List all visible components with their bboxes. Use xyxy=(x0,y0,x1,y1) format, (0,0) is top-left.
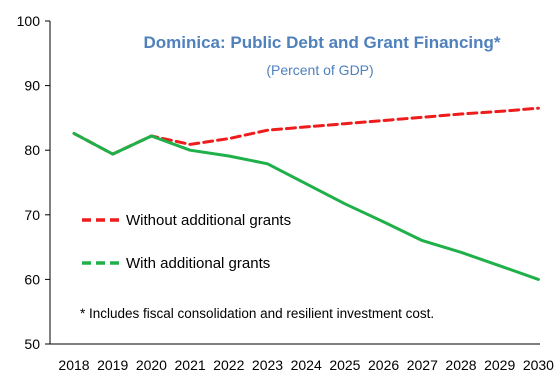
y-tick-label: 90 xyxy=(24,78,40,94)
x-tick-label: 2027 xyxy=(407,357,438,373)
x-tick-label: 2020 xyxy=(136,357,167,373)
x-tick-label: 2024 xyxy=(291,357,322,373)
y-tick-label: 60 xyxy=(24,271,40,287)
series-line-with-grants xyxy=(72,131,540,281)
x-tick-label: 2023 xyxy=(252,357,283,373)
y-tick-label: 100 xyxy=(17,13,41,29)
legend-label-without-grants: Without additional grants xyxy=(126,212,291,229)
series-lines xyxy=(72,106,540,281)
axes: 50 60 70 80 90 100 2018 2019 2020 2021 2022 2023 202… xyxy=(17,13,555,373)
series-line-without-grants xyxy=(72,106,540,156)
x-tick-label: 2028 xyxy=(445,357,476,373)
x-tick-label: 2029 xyxy=(484,357,515,373)
x-tick-label: 2021 xyxy=(175,357,206,373)
x-tick-label: 2025 xyxy=(329,357,360,373)
chart-title: Dominica: Public Debt and Grant Financin… xyxy=(143,33,500,52)
x-tick-label: 2030 xyxy=(523,357,554,373)
x-tick-label: 2026 xyxy=(368,357,399,373)
chart-footnote: * Includes fiscal consolidation and resi… xyxy=(80,306,434,321)
legend-label-with-grants: With additional grants xyxy=(126,255,270,272)
x-tick-label: 2018 xyxy=(58,357,89,373)
x-tick-label: 2022 xyxy=(213,357,244,373)
legend: Without additional grants With additiona… xyxy=(82,212,291,272)
chart-subtitle: (Percent of GDP) xyxy=(266,62,373,78)
y-tick-label: 80 xyxy=(24,142,40,158)
y-tick-label: 70 xyxy=(24,207,40,223)
x-tick-label: 2019 xyxy=(97,357,128,373)
y-tick-label: 50 xyxy=(24,336,40,352)
